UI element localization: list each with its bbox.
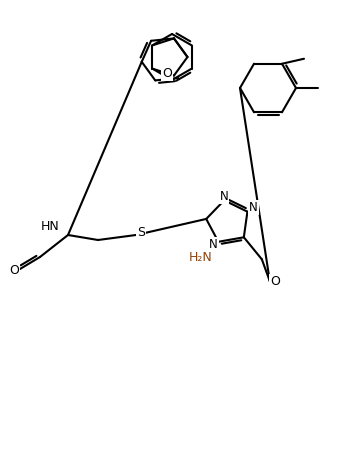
Text: N: N xyxy=(220,190,228,203)
Text: N: N xyxy=(209,238,218,251)
Text: H₂N: H₂N xyxy=(188,251,212,264)
Text: O: O xyxy=(9,265,19,278)
Text: HN: HN xyxy=(41,220,59,234)
Text: O: O xyxy=(162,67,172,80)
Text: N: N xyxy=(249,201,258,214)
Text: O: O xyxy=(270,275,280,288)
Text: S: S xyxy=(137,226,145,239)
